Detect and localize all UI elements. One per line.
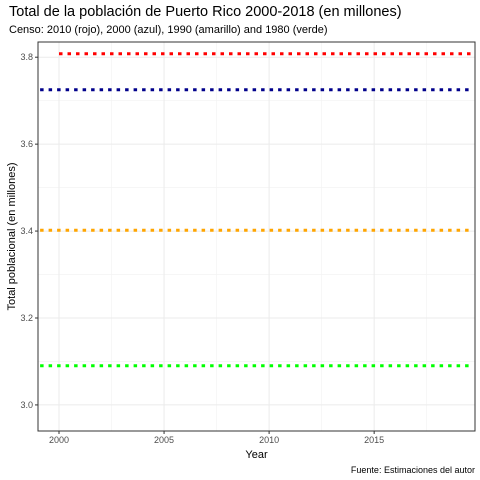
x-tick-label: 2005 xyxy=(154,435,174,445)
chart-caption: Fuente: Estimaciones del autor xyxy=(351,465,475,475)
series-layer xyxy=(40,52,471,368)
chart-title: Total de la población de Puerto Rico 200… xyxy=(9,4,402,20)
y-tick-label: 3.2 xyxy=(20,313,33,323)
x-axis-title: Year xyxy=(245,449,268,461)
y-tick-label: 3.8 xyxy=(20,52,33,62)
x-tick-label: 2015 xyxy=(364,435,384,445)
x-tick-label: 2010 xyxy=(259,435,279,445)
y-tick-label: 3.4 xyxy=(20,226,33,236)
plot-background xyxy=(38,42,475,431)
plot-border xyxy=(37,41,476,432)
x-axis: 2000 2005 2010 2015 xyxy=(49,431,384,445)
chart-subtitle: Censo: 2010 (rojo), 2000 (azul), 1990 (a… xyxy=(9,24,328,36)
x-tick-label: 2000 xyxy=(49,435,69,445)
y-tick-label: 3.0 xyxy=(20,400,33,410)
y-tick-label: 3.6 xyxy=(20,139,33,149)
y-axis: 3.0 3.2 3.4 3.6 3.8 xyxy=(20,52,38,410)
y-axis-title: Total poblacional (en millones) xyxy=(6,163,18,311)
